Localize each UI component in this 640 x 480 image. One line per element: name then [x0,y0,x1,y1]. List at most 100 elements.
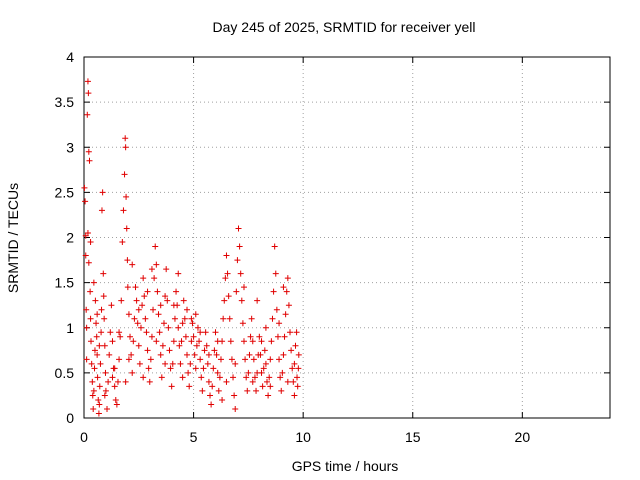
data-point [140,374,147,381]
data-point [121,171,128,178]
data-point [101,392,108,399]
data-point [153,261,160,268]
data-point [175,270,182,277]
data-point [152,243,159,250]
data-point [240,284,247,291]
data-point [194,324,201,331]
y-tick-label: 0.5 [55,365,75,381]
data-point [100,293,107,300]
x-tick-label: 15 [405,429,421,445]
data-point [284,378,291,385]
y-tick-label: 2.5 [55,184,75,200]
x-tick-label: 5 [190,429,198,445]
data-point [217,356,224,363]
data-point [100,270,107,277]
data-point [189,320,196,327]
data-point [155,311,162,318]
data-point [207,392,214,399]
x-axis-title: GPS time / hours [292,458,399,474]
data-point [249,378,256,385]
data-point [114,378,121,385]
data-point [208,401,215,408]
y-tick-label: 1 [66,320,74,336]
data-point [243,374,250,381]
data-point [170,302,177,309]
data-point [288,347,295,354]
data-point [284,275,291,282]
data-point [148,333,155,340]
data-point [178,338,185,345]
data-point [166,347,173,354]
data-point [129,369,136,376]
data-point [287,329,294,336]
data-point [107,329,114,336]
y-tick-label: 3.5 [55,94,75,110]
data-point [280,284,287,291]
data-point [177,360,184,367]
data-point [135,342,142,349]
data-point [147,356,154,363]
data-point [289,365,296,372]
data-point [93,333,100,340]
data-point [81,184,88,191]
data-point [272,270,279,277]
data-point [94,351,101,358]
data-point [111,383,118,390]
data-point [142,315,149,322]
data-point [202,329,209,336]
data-point [227,338,234,345]
data-point [117,333,124,340]
data-point [85,148,92,155]
data-point [135,306,142,313]
data-point [130,338,137,345]
data-point [97,360,104,367]
data-point [179,320,186,327]
data-point [143,329,150,336]
data-point [151,275,158,282]
data-point [98,306,105,313]
data-point [291,360,298,367]
data-point [173,288,180,295]
data-point [156,329,163,336]
data-point [233,288,240,295]
data-point [171,315,178,322]
data-point [145,365,152,372]
data-point [163,266,170,273]
data-point [102,387,109,394]
data-point [122,135,129,142]
data-point [123,225,130,232]
data-point [131,315,138,322]
data-point [266,374,273,381]
data-point [91,365,98,372]
data-point [157,351,164,358]
data-point [159,342,166,349]
data-point [270,288,277,295]
data-point [204,360,211,367]
data-point [95,410,102,417]
data-point [187,360,194,367]
data-point [169,360,176,367]
y-tick-label: 1.5 [55,275,75,291]
data-point [209,383,216,390]
data-point [212,329,219,336]
data-point [150,306,157,313]
data-point [122,144,129,151]
data-point [242,356,249,363]
data-point [258,369,265,376]
data-point [144,288,151,295]
data-point [179,374,186,381]
data-point [132,284,139,291]
data-point [192,311,199,318]
data-point [184,306,191,313]
data-point [276,356,283,363]
data-point [193,342,200,349]
data-point [292,342,299,349]
y-axis-title: SRMTID / TECUs [5,183,21,293]
data-point [109,338,116,345]
data-point [205,378,212,385]
data-point [116,356,123,363]
data-point [260,365,267,372]
data-point [96,383,103,390]
data-point [119,239,126,246]
data-point [93,320,100,327]
